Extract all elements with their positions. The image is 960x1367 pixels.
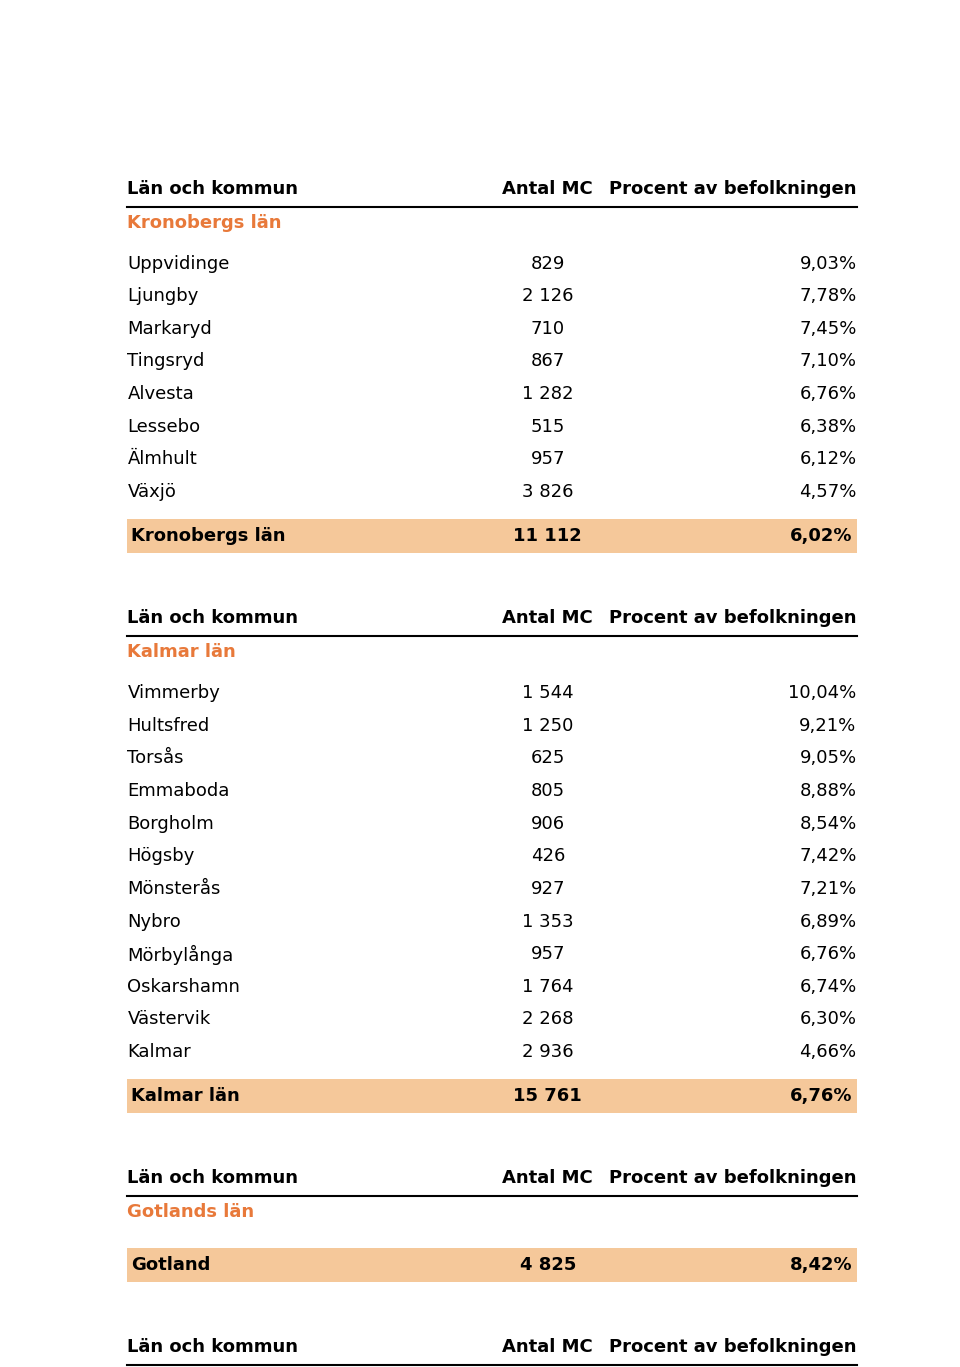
Text: 7,45%: 7,45% — [799, 320, 856, 338]
Text: Antal MC: Antal MC — [502, 180, 593, 198]
Text: Borgholm: Borgholm — [128, 815, 214, 833]
Text: Torsås: Torsås — [128, 749, 184, 767]
Text: Lessebo: Lessebo — [128, 418, 201, 436]
Text: 7,42%: 7,42% — [799, 848, 856, 865]
Text: 2 936: 2 936 — [522, 1043, 574, 1061]
Text: Län och kommun: Län och kommun — [128, 180, 299, 198]
Text: Nybro: Nybro — [128, 913, 181, 931]
Text: 4,66%: 4,66% — [800, 1043, 856, 1061]
Text: Tingsryd: Tingsryd — [128, 353, 204, 370]
Text: Mönsterås: Mönsterås — [128, 880, 221, 898]
Bar — [128, 1080, 856, 1113]
Text: 957: 957 — [531, 450, 565, 469]
Text: 927: 927 — [531, 880, 565, 898]
Text: Hultsfred: Hultsfred — [128, 716, 209, 734]
Text: Markaryd: Markaryd — [128, 320, 212, 338]
Text: 9,21%: 9,21% — [800, 716, 856, 734]
Text: Uppvidinge: Uppvidinge — [128, 254, 229, 272]
Text: 9,03%: 9,03% — [800, 254, 856, 272]
Text: 6,76%: 6,76% — [800, 945, 856, 964]
Text: 6,89%: 6,89% — [800, 913, 856, 931]
Text: 6,76%: 6,76% — [790, 1087, 852, 1106]
Text: 3 826: 3 826 — [522, 483, 573, 500]
Text: 957: 957 — [531, 945, 565, 964]
Text: 9,05%: 9,05% — [800, 749, 856, 767]
Text: Kalmar län: Kalmar län — [128, 644, 236, 662]
Text: Mörbylånga: Mörbylånga — [128, 945, 233, 965]
Text: Antal MC: Antal MC — [502, 610, 593, 627]
Text: 11 112: 11 112 — [514, 528, 582, 545]
Text: 10,04%: 10,04% — [788, 684, 856, 703]
Text: 6,12%: 6,12% — [800, 450, 856, 469]
Text: Älmhult: Älmhult — [128, 450, 197, 469]
Text: 906: 906 — [531, 815, 564, 833]
Text: 7,78%: 7,78% — [800, 287, 856, 305]
Bar — [128, 1248, 856, 1282]
Text: 7,21%: 7,21% — [800, 880, 856, 898]
Text: 4,57%: 4,57% — [799, 483, 856, 500]
Text: Procent av befolkningen: Procent av befolkningen — [609, 1169, 856, 1188]
Text: Kronobergs län: Kronobergs län — [128, 213, 282, 232]
Text: Gotlands län: Gotlands län — [128, 1203, 254, 1221]
Text: Vimmerby: Vimmerby — [128, 684, 220, 703]
Text: 625: 625 — [531, 749, 565, 767]
Text: Län och kommun: Län och kommun — [128, 1338, 299, 1356]
Text: 1 250: 1 250 — [522, 716, 573, 734]
Text: 6,02%: 6,02% — [790, 528, 852, 545]
Text: Kalmar: Kalmar — [128, 1043, 191, 1061]
Text: 4 825: 4 825 — [519, 1256, 576, 1274]
Text: 1 764: 1 764 — [522, 977, 573, 995]
Text: Emmaboda: Emmaboda — [128, 782, 229, 800]
Text: Ljungby: Ljungby — [128, 287, 199, 305]
Bar — [128, 519, 856, 554]
Text: 1 282: 1 282 — [522, 385, 573, 403]
Text: 2 268: 2 268 — [522, 1010, 573, 1028]
Text: 829: 829 — [531, 254, 565, 272]
Text: Växjö: Växjö — [128, 483, 177, 500]
Text: 6,74%: 6,74% — [800, 977, 856, 995]
Text: Procent av befolkningen: Procent av befolkningen — [609, 180, 856, 198]
Text: Gotland: Gotland — [132, 1256, 210, 1274]
Text: 2 126: 2 126 — [522, 287, 573, 305]
Text: 6,76%: 6,76% — [800, 385, 856, 403]
Text: Västervik: Västervik — [128, 1010, 210, 1028]
Text: Kalmar län: Kalmar län — [132, 1087, 240, 1106]
Text: 8,54%: 8,54% — [800, 815, 856, 833]
Text: 6,30%: 6,30% — [800, 1010, 856, 1028]
Text: 867: 867 — [531, 353, 564, 370]
Text: 6,38%: 6,38% — [800, 418, 856, 436]
Text: Procent av befolkningen: Procent av befolkningen — [609, 610, 856, 627]
Text: Alvesta: Alvesta — [128, 385, 194, 403]
Text: 8,42%: 8,42% — [790, 1256, 852, 1274]
Text: Högsby: Högsby — [128, 848, 195, 865]
Text: 805: 805 — [531, 782, 564, 800]
Text: Kronobergs län: Kronobergs län — [132, 528, 286, 545]
Text: 426: 426 — [531, 848, 565, 865]
Text: Antal MC: Antal MC — [502, 1169, 593, 1188]
Text: 15 761: 15 761 — [514, 1087, 582, 1106]
Text: 8,88%: 8,88% — [800, 782, 856, 800]
Text: Oskarshamn: Oskarshamn — [128, 977, 240, 995]
Text: 7,10%: 7,10% — [800, 353, 856, 370]
Text: Procent av befolkningen: Procent av befolkningen — [609, 1338, 856, 1356]
Text: Antal MC: Antal MC — [502, 1338, 593, 1356]
Text: 1 544: 1 544 — [522, 684, 574, 703]
Text: Län och kommun: Län och kommun — [128, 610, 299, 627]
Text: 710: 710 — [531, 320, 564, 338]
Text: 515: 515 — [531, 418, 565, 436]
Text: 1 353: 1 353 — [522, 913, 574, 931]
Text: Län och kommun: Län och kommun — [128, 1169, 299, 1188]
